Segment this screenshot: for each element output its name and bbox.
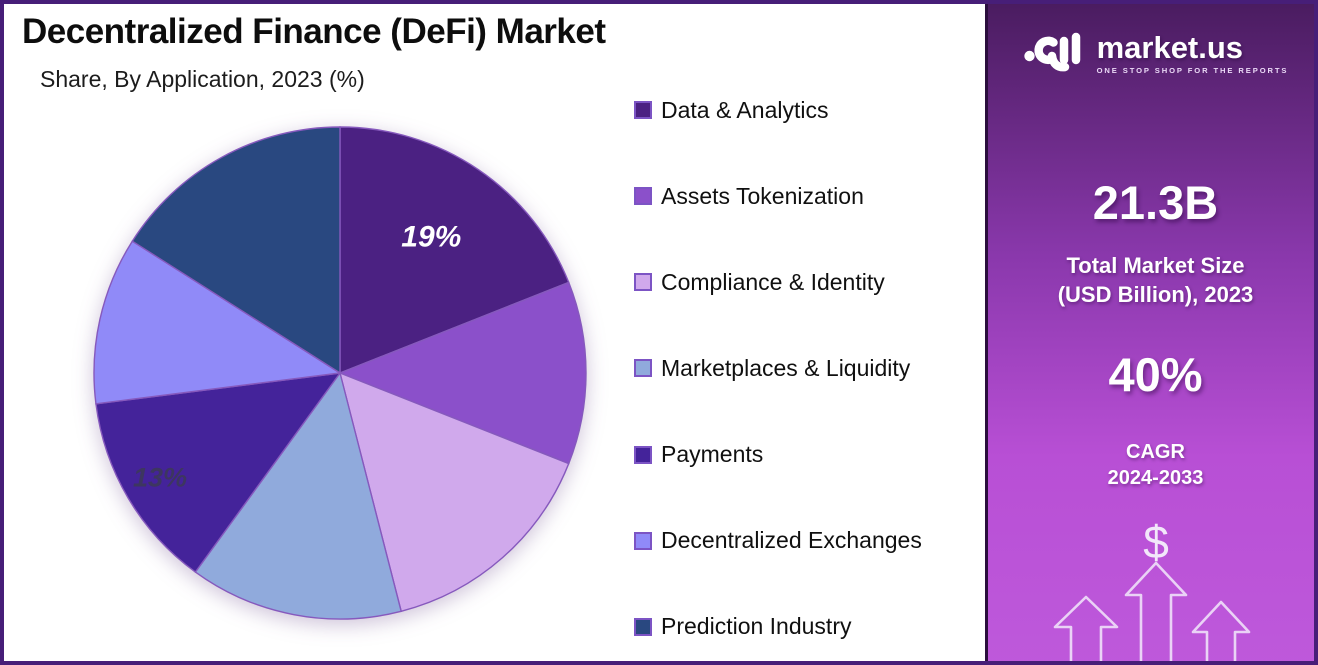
legend-item-marketplaces-liquidity: Marketplaces & Liquidity — [634, 354, 979, 382]
legend-swatch — [634, 531, 652, 550]
total-market-size-label: Total Market Size (USD Billion), 2023 — [988, 251, 1314, 309]
legend-item-compliance-identity: Compliance & Identity — [634, 268, 979, 296]
up-arrow-icon — [1124, 561, 1188, 661]
legend-item-prediction-industry: Prediction Industry — [634, 613, 979, 641]
pie-chart: 19% 13% — [93, 126, 587, 620]
total-market-size-value: 21.3B — [1092, 176, 1219, 229]
stat-label-line: 2024-2033 — [1107, 467, 1204, 489]
brand-name: market.us — [1096, 30, 1244, 65]
legend-swatch — [634, 359, 652, 378]
legend-label: Prediction Industry — [661, 613, 852, 640]
pie-slice — [338, 281, 587, 465]
pie-slice — [131, 126, 341, 375]
legend: Data & Analytics Assets Tokenization Com… — [634, 96, 979, 641]
legend-swatch — [634, 101, 652, 119]
up-arrow-icon — [1191, 600, 1251, 661]
dollar-icon: $ — [1143, 516, 1169, 568]
legend-label: Decentralized Exchanges — [661, 527, 922, 554]
legend-label: Marketplaces & Liquidity — [661, 354, 911, 381]
brand-tagline: ONE STOP SHOP FOR THE REPORTS — [1096, 66, 1289, 75]
legend-swatch — [634, 445, 652, 464]
legend-swatch — [634, 273, 652, 292]
pie-slice-label: 19% — [401, 221, 461, 254]
legend-label: Compliance & Identity — [661, 268, 885, 295]
legend-item-decentralized-exchanges: Decentralized Exchanges — [634, 527, 979, 555]
legend-item-assets-tokenization: Assets Tokenization — [634, 182, 979, 210]
growth-arrows-icon: $ — [1053, 516, 1251, 661]
pie-slice-label: 13% — [133, 463, 187, 493]
legend-label: Assets Tokenization — [661, 182, 864, 209]
chart-subtitle: Share, By Application, 2023 (%) — [40, 66, 365, 92]
stat-label-line: Total Market Size — [1066, 253, 1245, 278]
brand-sidebar: market.us ONE STOP SHOP FOR THE REPORTS … — [985, 4, 1314, 661]
stat-label-line: (USD Billion), 2023 — [1057, 282, 1254, 307]
chart-panel: Decentralized Finance (DeFi) Market Shar… — [4, 4, 985, 661]
market-us-wave-logo-icon — [1023, 32, 1080, 72]
pie-slice — [339, 126, 570, 375]
up-arrow-icon — [1053, 595, 1119, 661]
legend-swatch — [634, 617, 652, 636]
page-title: Decentralized Finance (DeFi) Market — [22, 12, 606, 51]
pie-slice — [93, 240, 343, 405]
legend-item-payments: Payments — [634, 441, 979, 469]
pie-slice — [95, 372, 342, 573]
legend-label: Data & Analytics — [661, 96, 829, 123]
legend-swatch — [634, 187, 652, 206]
cagr-label: CAGR 2024-2033 — [988, 439, 1314, 491]
legend-item-data-analytics: Data & Analytics — [634, 96, 979, 124]
pie-slice — [338, 371, 570, 613]
brand-logo: market.us ONE STOP SHOP FOR THE REPORTS — [988, 29, 1314, 79]
pie-slice — [194, 371, 403, 620]
cagr-value: 40% — [1108, 348, 1203, 401]
stat-label-line: CAGR — [1126, 441, 1185, 463]
legend-label: Payments — [661, 441, 764, 468]
